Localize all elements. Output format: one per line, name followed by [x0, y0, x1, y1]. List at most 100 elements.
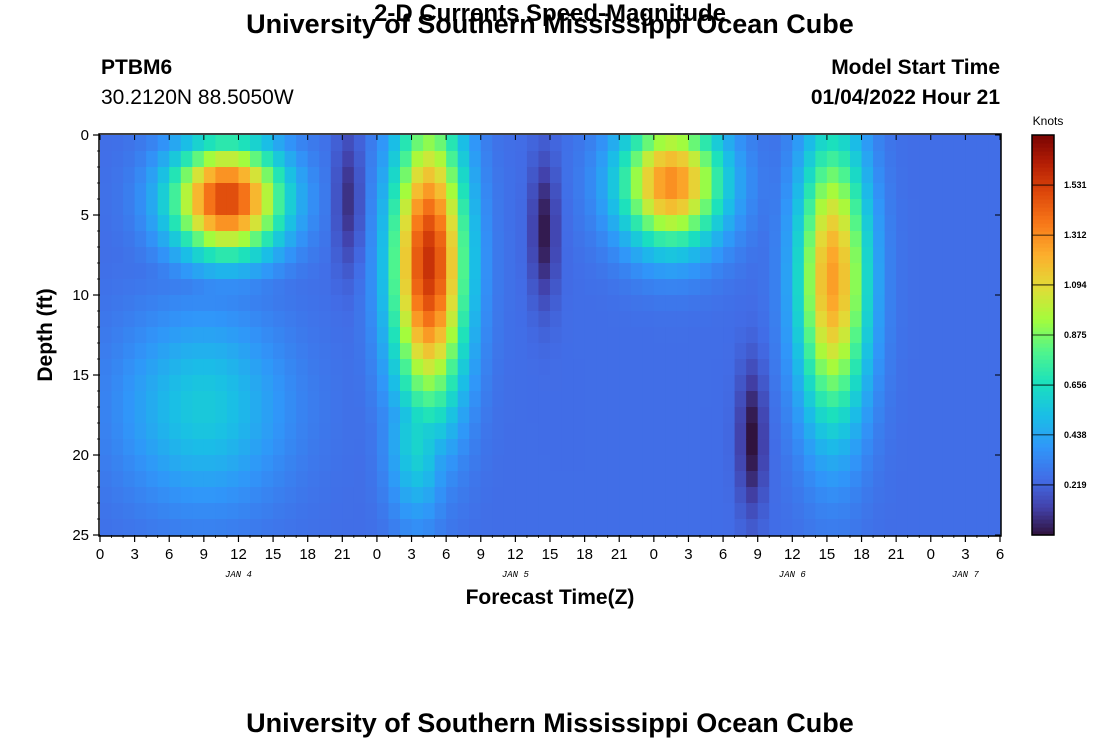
heatmap-cell	[734, 167, 747, 184]
heatmap-cell	[792, 215, 805, 232]
heatmap-cell	[180, 439, 193, 456]
heatmap-cell	[492, 295, 505, 312]
heatmap-cell	[284, 279, 297, 296]
heatmap-cell	[123, 151, 136, 168]
heatmap-cell	[550, 295, 563, 312]
heatmap-cell	[884, 199, 897, 216]
heatmap-cell	[250, 519, 263, 536]
heatmap-cell	[100, 263, 113, 280]
heatmap-cell	[538, 215, 551, 232]
heatmap-cell	[884, 135, 897, 152]
heatmap-cell	[884, 503, 897, 520]
heatmap-cell	[700, 391, 713, 408]
heatmap-cell	[469, 135, 482, 152]
heatmap-cell	[203, 487, 216, 504]
heatmap-cell	[919, 263, 932, 280]
heatmap-cell	[238, 311, 251, 328]
heatmap-cell	[157, 279, 170, 296]
heatmap-cell	[815, 439, 828, 456]
heatmap-cell	[423, 279, 436, 296]
heatmap-cell	[896, 487, 909, 504]
heatmap-cell	[642, 439, 655, 456]
heatmap-cell	[988, 375, 1001, 392]
heatmap-cell	[111, 263, 124, 280]
heatmap-cell	[515, 327, 528, 344]
heatmap-cell	[850, 439, 863, 456]
heatmap-cell	[861, 247, 874, 264]
heatmap-cell	[376, 407, 390, 424]
heatmap-cell	[873, 439, 886, 456]
heatmap-cell	[988, 135, 1001, 152]
heatmap-cell	[780, 487, 793, 504]
heatmap-cell	[965, 151, 978, 168]
heatmap-cell	[526, 295, 540, 312]
heatmap-cell	[273, 295, 286, 312]
heatmap-cell	[630, 135, 643, 152]
heatmap-cell	[988, 295, 1001, 312]
heatmap-cell	[353, 263, 366, 280]
heatmap-cell	[953, 519, 966, 536]
heatmap-cell	[734, 423, 747, 440]
heatmap-cell	[607, 263, 620, 280]
heatmap-cell	[169, 471, 182, 488]
heatmap-cell	[723, 503, 736, 520]
heatmap-cell	[538, 519, 551, 536]
heatmap-cell	[226, 151, 240, 168]
heatmap-cell	[861, 263, 874, 280]
heatmap-cell	[284, 167, 297, 184]
heatmap-cell	[953, 391, 966, 408]
heatmap-cell	[319, 375, 332, 392]
heatmap-cell	[157, 407, 170, 424]
heatmap-cell	[723, 295, 736, 312]
heatmap-cell	[319, 183, 332, 200]
colorbar-segment	[1032, 231, 1054, 236]
heatmap-cell	[734, 151, 747, 168]
heatmap-cell	[792, 423, 805, 440]
heatmap-cell	[215, 263, 228, 280]
heatmap-cell	[792, 359, 805, 376]
x-tick-label: 15	[265, 546, 282, 563]
heatmap-cell	[123, 327, 136, 344]
heatmap-cell	[896, 183, 909, 200]
colorbar-segment	[1032, 343, 1054, 348]
heatmap-cell	[930, 327, 943, 344]
heatmap-cell	[642, 215, 655, 232]
heatmap-cell	[111, 135, 124, 152]
heatmap-cell	[296, 391, 309, 408]
heatmap-cell	[953, 423, 966, 440]
x-tick-label: 15	[542, 546, 559, 563]
heatmap-cell	[561, 199, 574, 216]
heatmap-cell	[965, 167, 978, 184]
heatmap-cell	[930, 311, 943, 328]
heatmap-cell	[111, 327, 124, 344]
heatmap-cell	[180, 263, 193, 280]
heatmap-cell	[215, 439, 228, 456]
heatmap-cell	[861, 503, 874, 520]
heatmap-cell	[515, 247, 528, 264]
heatmap-cell	[123, 391, 136, 408]
heatmap-cell	[976, 279, 990, 296]
heatmap-cell	[919, 135, 932, 152]
heatmap-cell	[907, 487, 920, 504]
heatmap-cell	[284, 231, 297, 248]
heatmap-cell	[250, 279, 263, 296]
heatmap-cell	[169, 439, 182, 456]
heatmap-cell	[226, 247, 240, 264]
heatmap-cell	[457, 423, 470, 440]
heatmap-cell	[238, 519, 251, 536]
heatmap-cell	[307, 487, 320, 504]
heatmap-cell	[896, 471, 909, 488]
heatmap-cell	[215, 279, 228, 296]
heatmap-cell	[642, 343, 655, 360]
heatmap-cell	[919, 359, 932, 376]
heatmap-cell	[676, 151, 690, 168]
heatmap-cell	[676, 503, 690, 520]
heatmap-cell	[388, 487, 401, 504]
heatmap-cell	[469, 311, 482, 328]
heatmap-cell	[919, 471, 932, 488]
heatmap-cell	[630, 439, 643, 456]
heatmap-cell	[169, 295, 182, 312]
heatmap-cell	[642, 327, 655, 344]
heatmap-cell	[388, 455, 401, 472]
heatmap-cell	[123, 311, 136, 328]
